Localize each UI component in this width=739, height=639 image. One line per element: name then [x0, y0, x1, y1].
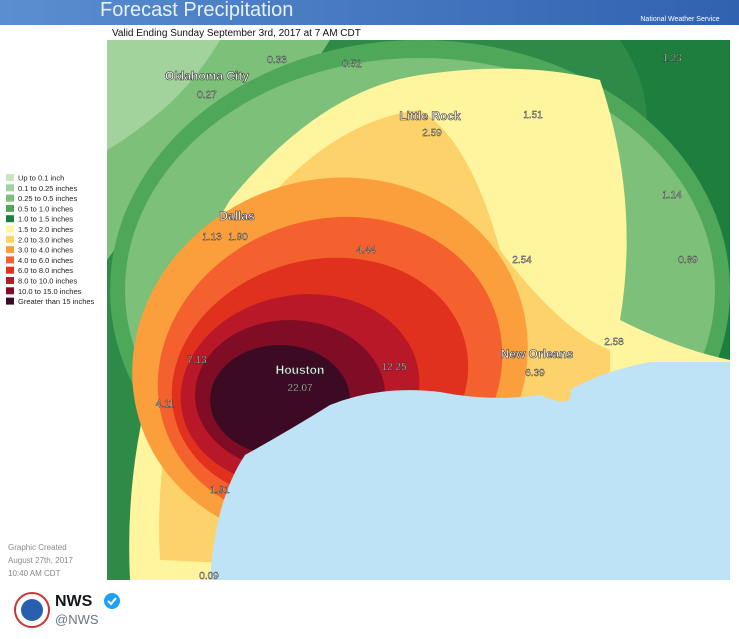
legend-swatch	[6, 297, 14, 305]
amount-label: 2.59	[422, 128, 442, 139]
city-label: Little Rock	[399, 109, 461, 123]
amount-label: 6.39	[525, 368, 545, 379]
legend-label: 1.5 to 2.0 inches	[18, 225, 73, 234]
amount-label: 0.33	[267, 55, 287, 66]
verified-badge	[104, 593, 120, 609]
header-agency: National Weather Service	[640, 16, 719, 23]
city-label: Dallas	[219, 209, 255, 223]
amount-label: 0.89	[678, 255, 698, 266]
legend-label: 0.5 to 1.0 inches	[18, 204, 73, 213]
amount-label: 0.09	[199, 571, 219, 582]
valid-bar	[107, 25, 730, 40]
amount-label: 22.07	[287, 383, 312, 394]
legend-swatch	[6, 246, 14, 254]
map-labels: Oklahoma City Little Rock Dallas Houston New…	[155, 53, 698, 582]
amount-label: 1.90	[228, 232, 248, 243]
city-label: Oklahoma City	[165, 69, 249, 83]
legend-swatch	[6, 277, 14, 284]
created-line: 10:40 AM CDT	[8, 569, 61, 578]
legend-label: 0.25 to 0.5 inches	[18, 194, 77, 203]
legend-swatch	[6, 184, 14, 192]
city-label: New Orleans	[501, 347, 574, 361]
amount-label: 2.54	[512, 255, 532, 266]
tweet-name[interactable]: NWS	[55, 593, 93, 610]
legend-label: 3.0 to 4.0 inches	[18, 246, 73, 255]
city-label: Houston	[276, 363, 325, 377]
amount-label: 1.14	[662, 190, 682, 201]
legend-label: 2.0 to 3.0 inches	[18, 235, 73, 244]
legend-label: 1.0 to 1.5 inches	[18, 215, 73, 224]
amount-label: 0.52	[342, 59, 362, 70]
amount-label: 1.51	[523, 110, 543, 121]
amount-label: 0.27	[197, 90, 217, 101]
amount-label: 4.44	[356, 245, 376, 256]
amount-label: 2.58	[604, 337, 624, 348]
legend-swatch	[6, 235, 14, 243]
tweet-handle[interactable]: @NWS	[55, 612, 99, 627]
valid-text: Valid Ending Sunday September 3rd, 2017 …	[112, 28, 361, 39]
avatar-inner	[21, 599, 43, 621]
amount-label: 1.91	[210, 485, 230, 496]
legend-label: Greater than 15 inches	[18, 297, 95, 306]
legend-label: 10.0 to 15.0 inches	[18, 287, 82, 296]
amount-label: 7.13	[187, 355, 207, 366]
legend-label: 8.0 to 10.0 inches	[18, 277, 77, 286]
legend-swatch	[6, 266, 14, 274]
created-line: August 27th, 2017	[8, 556, 73, 565]
legend-swatch	[6, 215, 14, 223]
amount-label: 12.25	[381, 362, 406, 373]
header-title: Forecast Precipitation	[100, 0, 293, 21]
legend-swatch	[6, 256, 14, 264]
legend-label: 6.0 to 8.0 inches	[18, 266, 73, 275]
amount-label: 1.23	[662, 53, 682, 64]
legend-label: 0.1 to 0.25 inches	[18, 184, 77, 193]
legend-swatch	[6, 194, 14, 202]
legend-label: Up to 0.1 inch	[18, 174, 64, 183]
verified-check	[107, 597, 117, 606]
amount-label: 4.11	[156, 399, 175, 410]
legend-label: 4.0 to 6.0 inches	[18, 256, 73, 265]
legend-swatch	[6, 174, 14, 181]
legend-swatch	[6, 204, 14, 212]
legend-swatch	[6, 225, 14, 233]
header-bar	[0, 0, 739, 25]
created-line: Graphic Created	[8, 543, 67, 552]
legend-swatch	[6, 287, 14, 295]
amount-label: 1.13	[202, 232, 222, 243]
map	[107, 40, 730, 580]
